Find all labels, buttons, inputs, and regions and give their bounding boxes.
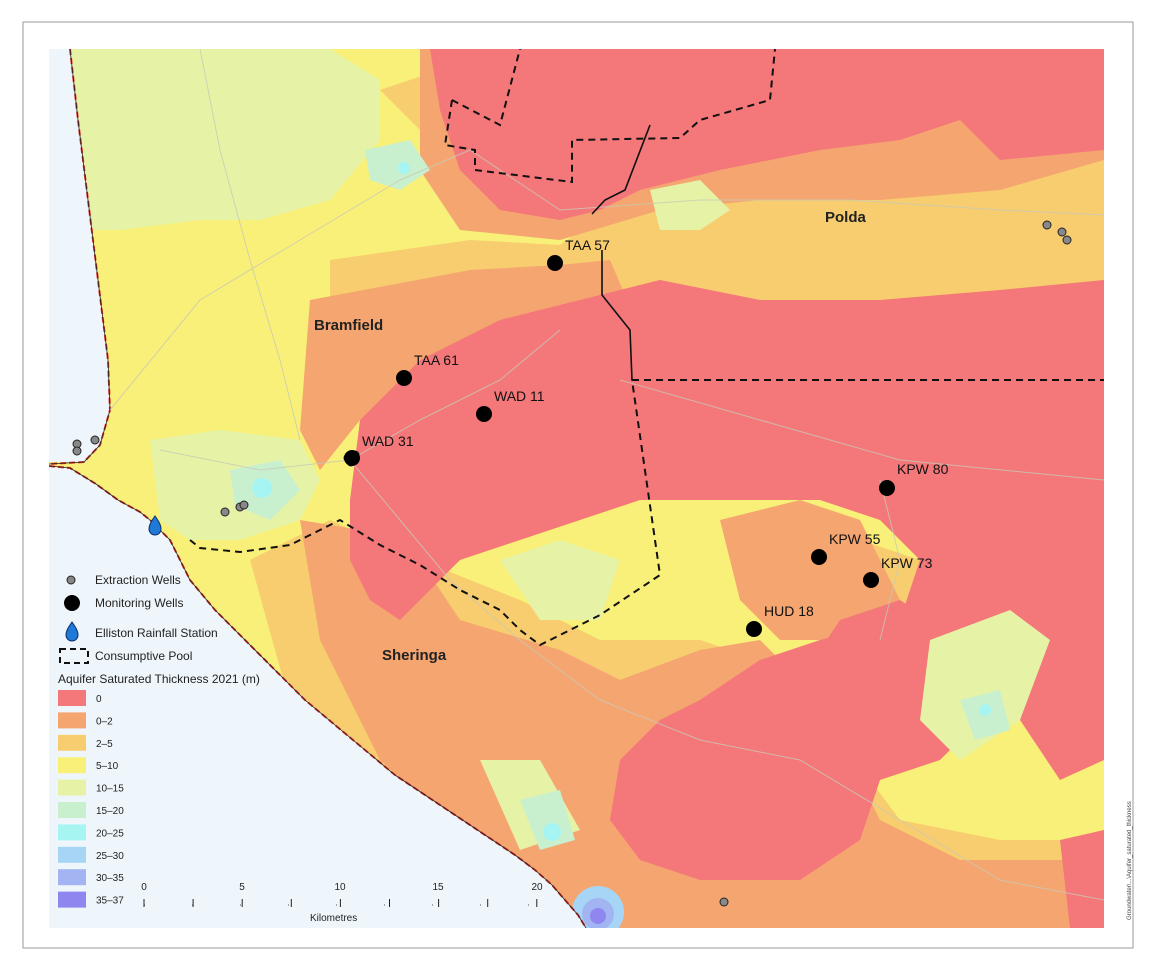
roads	[109, 49, 1104, 901]
legend-monitoring-wells: Monitoring Wells	[95, 596, 183, 610]
scale-unit: Kilometres	[310, 913, 357, 924]
extraction-well	[72, 446, 82, 456]
legend-class-label: 35–37	[96, 896, 124, 907]
extraction-well	[220, 507, 230, 517]
legend-swatch	[58, 779, 86, 796]
zones-10-15	[49, 49, 1050, 850]
scale-bar: 0 5 10 15 20 Kilometres	[141, 882, 543, 924]
legend-swatch	[58, 690, 86, 706]
town-sheringa: Sheringa	[382, 647, 447, 664]
legend-swatch	[58, 869, 86, 886]
monitoring-well-kpw55[interactable]	[811, 549, 827, 565]
legend-class-label: 10–15	[96, 784, 124, 795]
sea	[49, 49, 586, 928]
legend-class-label: 30–35	[96, 873, 124, 884]
label-kpw73: KPW 73	[881, 555, 933, 571]
scale-tick-label: 20	[531, 882, 543, 893]
rainfall-station-icon	[148, 515, 162, 536]
legend: Extraction Wells Monitoring Wells Ellist…	[58, 573, 260, 908]
extraction-well	[90, 435, 100, 445]
coastline-black	[49, 49, 587, 928]
legend-consumptive-pool: Consumptive Pool	[95, 649, 192, 663]
legend-rainfall-station: Elliston Rainfall Station	[95, 626, 218, 640]
legend-class-label: 5–10	[96, 761, 119, 772]
label-hud18: HUD 18	[764, 603, 814, 619]
label-taa61: TAA 61	[414, 352, 459, 368]
legend-class-label: 25–30	[96, 851, 124, 862]
legend-class-label: 0	[96, 694, 102, 705]
zones-20-25	[252, 162, 991, 841]
pool-solid-boundary	[591, 124, 651, 381]
legend-swatch	[58, 891, 86, 908]
extraction-well	[719, 897, 729, 907]
monitoring-well-taa61[interactable]	[396, 370, 412, 386]
extraction-well	[1062, 235, 1072, 245]
scale-ticks: 0 5 10 15 20	[141, 882, 543, 907]
monitoring-well-kpw80[interactable]	[879, 480, 895, 496]
label-kpw80: KPW 80	[897, 461, 949, 477]
label-kpw55: KPW 55	[829, 531, 881, 547]
label-wad11: WAD 11	[494, 388, 545, 404]
well-labels: TAA 57 TAA 61 WAD 11 WAD 31 KPW 80 KPW 5…	[362, 237, 949, 619]
monitoring-well-kpw73[interactable]	[863, 572, 879, 588]
legend-swatch	[58, 757, 86, 774]
town-bramfield: Bramfield	[314, 317, 383, 334]
label-taa57: TAA 57	[565, 237, 610, 253]
monitoring-well-wad31[interactable]	[344, 450, 360, 466]
legend-classes: 0 0–2 2–5 5–10 10–15 15–20 20–25 25–30 30–35 35–3…	[58, 690, 124, 908]
extraction-well	[239, 500, 249, 510]
legend-class-label: 0–2	[96, 716, 113, 727]
label-wad31: WAD 31	[362, 433, 414, 449]
town-polda: Polda	[825, 209, 866, 226]
monitoring-well-taa57[interactable]	[547, 255, 563, 271]
town-labels: Polda Bramfield Sheringa	[314, 209, 866, 664]
legend-thickness-title: Aquifer Saturated Thickness 2021 (m)	[58, 672, 260, 686]
legend-consumptive-pool-icon	[59, 648, 89, 664]
consumptive-pool-boundaries	[189, 49, 1104, 647]
scale-tick-label: 10	[334, 882, 346, 893]
side-path-text: Groundwater\...\Aquifer_saturated_thickn…	[1127, 801, 1133, 920]
legend-swatch	[58, 824, 86, 841]
monitoring-well-wad11[interactable]	[476, 406, 492, 422]
monitoring-wells	[344, 255, 895, 637]
scale-tick-label: 5	[239, 882, 245, 893]
extraction-well	[1057, 227, 1067, 237]
legend-swatch	[58, 712, 86, 729]
legend-swatch	[58, 734, 86, 751]
monitoring-well-hud18[interactable]	[746, 621, 762, 637]
legend-extraction-well-icon	[66, 575, 76, 585]
scale-tick-label: 0	[141, 882, 147, 893]
legend-swatch	[58, 846, 86, 863]
legend-swatch	[58, 802, 86, 818]
extraction-well	[1042, 220, 1052, 230]
legend-class-label: 2–5	[96, 739, 113, 750]
legend-extraction-wells: Extraction Wells	[95, 573, 181, 587]
legend-class-label: 15–20	[96, 806, 124, 817]
zone-35-37	[590, 908, 606, 924]
legend-rainfall-station-icon	[65, 621, 79, 642]
legend-class-label: 20–25	[96, 828, 124, 839]
legend-monitoring-well-icon	[64, 595, 80, 611]
scale-tick-label: 15	[432, 882, 444, 893]
